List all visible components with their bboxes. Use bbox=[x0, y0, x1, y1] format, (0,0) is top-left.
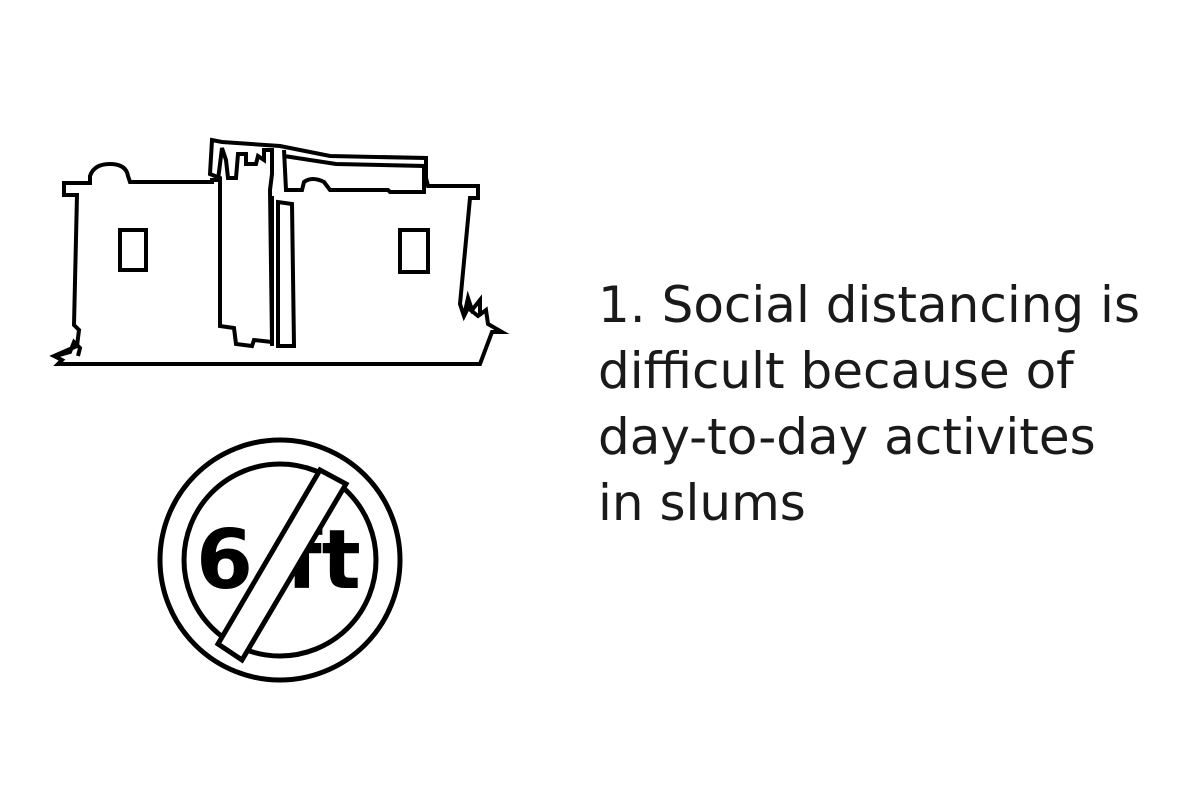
sign-number: 6 bbox=[196, 513, 253, 608]
no-social-distance-icon: 6 ft bbox=[157, 437, 403, 683]
slum-buildings-icon bbox=[49, 137, 510, 366]
caption-line-1: 1. Social distancing is bbox=[598, 276, 1140, 334]
caption-line-4: in slums bbox=[598, 474, 806, 532]
sign-inner-ring bbox=[181, 461, 379, 659]
caption-text: 1. Social distancing is difficult becaus… bbox=[598, 272, 1178, 536]
sign-outer-ring bbox=[157, 437, 403, 683]
caption-line-3: day-to-day activites bbox=[598, 408, 1096, 466]
sign-slash bbox=[214, 466, 350, 664]
caption-line-2: difficult because of bbox=[598, 342, 1074, 400]
